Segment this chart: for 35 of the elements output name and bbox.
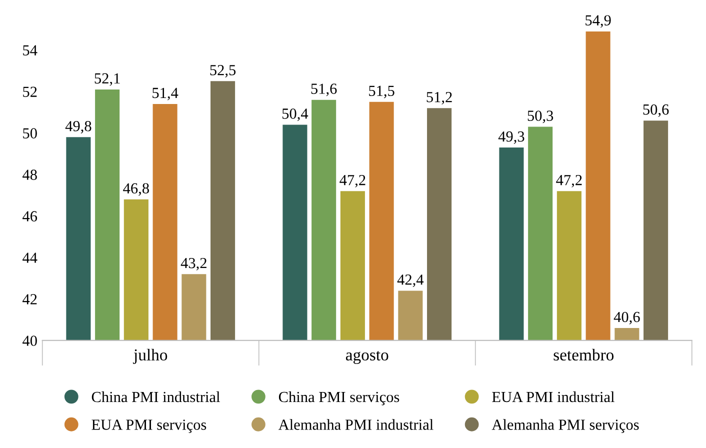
y-tick-label: 46: [22, 211, 38, 222]
legend-label: China PMI industrial: [92, 391, 220, 402]
y-tick-label: 52: [23, 86, 37, 97]
data-label: 54,9: [586, 15, 611, 28]
y-tick-label: 44: [22, 252, 38, 263]
y-tick-label: 54: [23, 45, 38, 56]
y-tick-label: 40: [22, 336, 37, 346]
data-label: 51,6: [311, 84, 337, 96]
data-label: 40,6: [614, 312, 640, 324]
data-label: 49,3: [498, 131, 524, 144]
legend-label: Alemanha PMI industrial: [278, 419, 434, 430]
data-label: 46,8: [123, 183, 149, 196]
x-tick-label: setembro: [554, 348, 614, 361]
data-label: 42,4: [397, 274, 424, 288]
data-label: 50,4: [282, 108, 308, 122]
data-label: 52,5: [210, 65, 236, 78]
legend-label: EUA PMI industrial: [492, 391, 614, 402]
data-label: 49,8: [65, 120, 92, 134]
y-tick-label: 48: [22, 170, 37, 180]
x-tick-label: agosto: [346, 350, 388, 364]
data-label: 51,5: [369, 86, 394, 98]
legend-label: China PMI serviços: [278, 391, 400, 406]
y-tick-label: 42: [22, 294, 37, 304]
x-tick-label: julho: [133, 348, 168, 364]
y-tick-label: 50: [23, 128, 37, 138]
legend-label: Alemanha PMI serviços: [492, 419, 639, 433]
data-label: 43,2: [180, 258, 206, 270]
data-label: 47,2: [556, 174, 582, 188]
data-label: 47,2: [340, 174, 366, 188]
data-label: 52,1: [94, 73, 120, 86]
data-label: 50,6: [643, 104, 669, 117]
legend-label: EUA PMI serviços: [92, 420, 206, 433]
data-label: 50,3: [528, 110, 554, 124]
data-label: 51,2: [426, 92, 452, 104]
data-label: 51,4: [152, 88, 178, 100]
